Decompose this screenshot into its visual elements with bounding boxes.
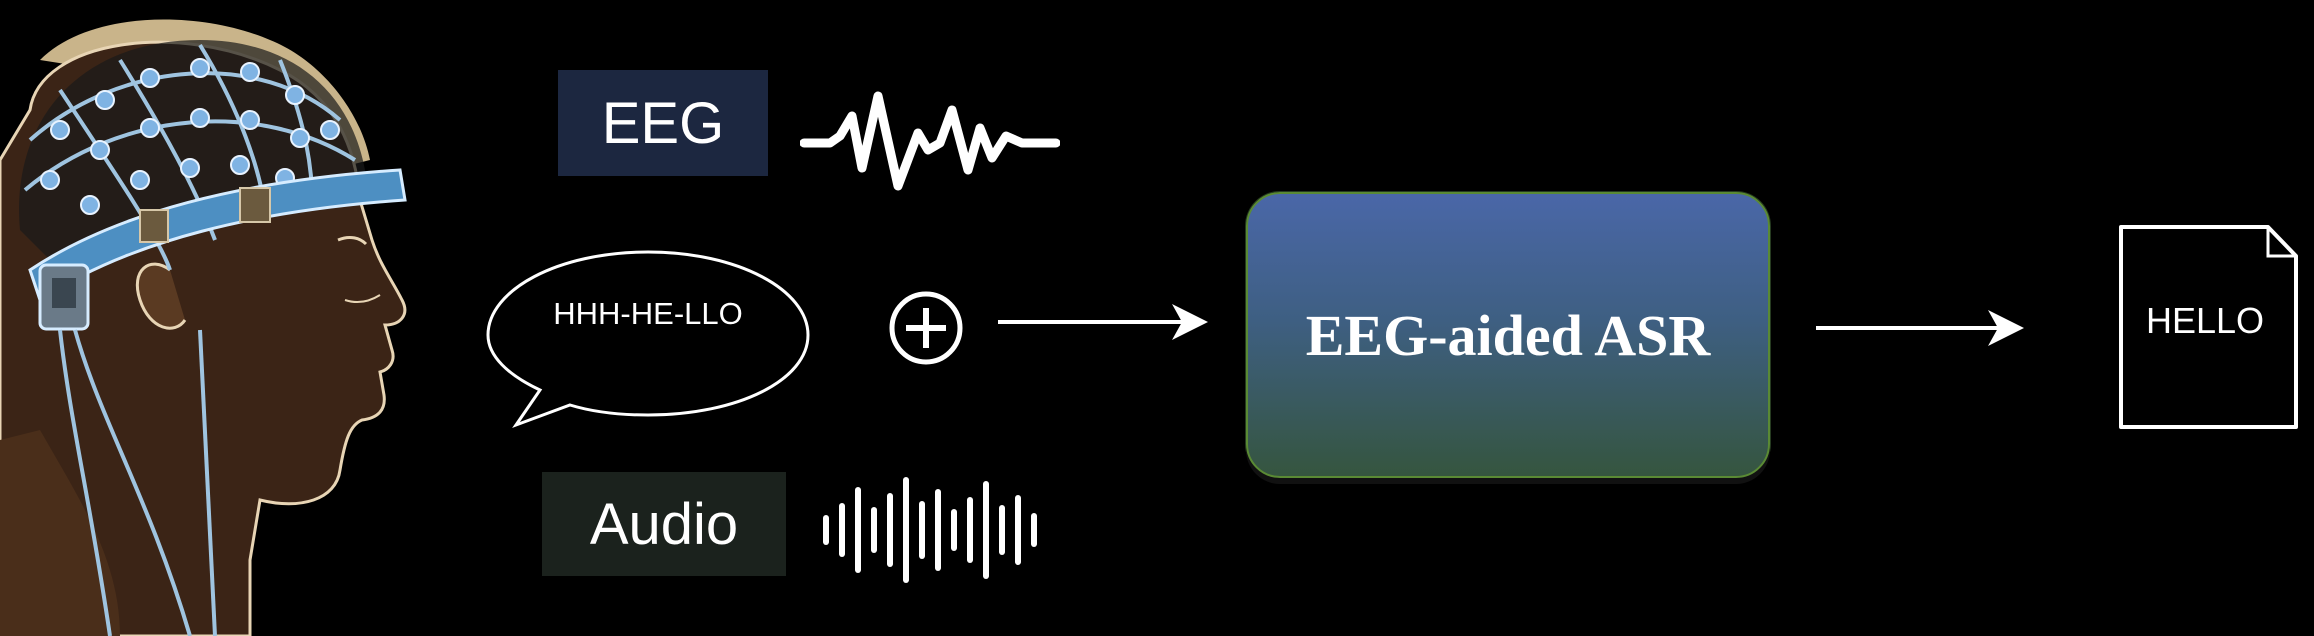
- eeg-waveform-icon: [800, 91, 1060, 191]
- arrow-to-output: [1816, 310, 2024, 346]
- eeg-label-box: EEG: [558, 70, 768, 176]
- speech-bubble-text: HHH-HE-LLO: [553, 296, 743, 331]
- arrow-to-asr: [998, 304, 1208, 340]
- output-text: HELLO: [2145, 300, 2265, 341]
- speech-bubble: [486, 250, 810, 429]
- audio-label: Audio: [589, 491, 739, 557]
- asr-label: EEG-aided ASR: [1305, 302, 1711, 368]
- eeg-aided-asr-box: EEG-aided ASR: [1246, 192, 1770, 478]
- eeg-label: EEG: [601, 90, 725, 156]
- head-eeg-cap-illustration: [0, 19, 407, 636]
- audio-label-box: Audio: [542, 472, 786, 576]
- audio-waveform-icon: [823, 477, 1037, 583]
- document-icon: [2119, 225, 2298, 429]
- plus-circle-icon: [889, 291, 963, 365]
